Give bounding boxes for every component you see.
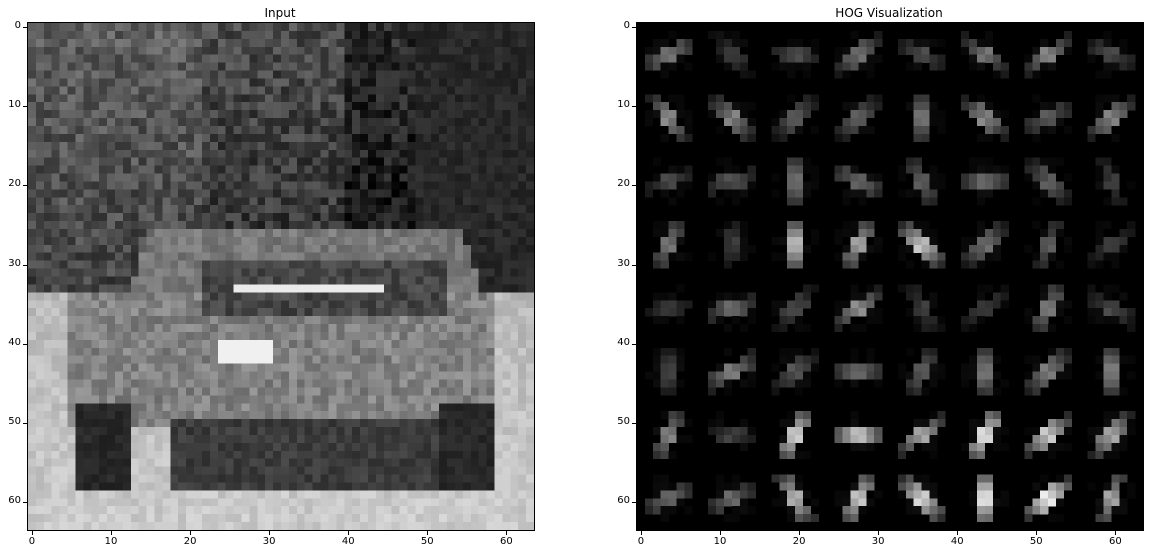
y-tick-mark bbox=[23, 423, 27, 425]
x-tick-mark bbox=[1036, 531, 1038, 535]
x-tick-label: 0 bbox=[637, 536, 645, 547]
x-tick-mark bbox=[878, 531, 880, 535]
y-tick-label: 60 bbox=[617, 495, 630, 507]
x-tick-mark bbox=[957, 531, 959, 535]
x-tick-label: 30 bbox=[262, 536, 276, 547]
x-tick-label: 30 bbox=[871, 536, 885, 547]
x-tick-label: 10 bbox=[104, 536, 118, 547]
y-tick-mark bbox=[23, 106, 27, 108]
y-tick-label: 40 bbox=[8, 336, 21, 348]
hog-title: HOG Visualization bbox=[835, 6, 943, 20]
y-tick-label: 40 bbox=[617, 336, 630, 348]
x-tick-label: 60 bbox=[1108, 536, 1122, 547]
x-tick-mark bbox=[506, 531, 508, 535]
x-tick-mark bbox=[190, 531, 192, 535]
y-tick-label: 50 bbox=[8, 416, 21, 428]
y-tick-mark bbox=[23, 264, 27, 266]
y-tick-label: 20 bbox=[8, 178, 21, 190]
y-tick-mark bbox=[23, 502, 27, 504]
y-tick-mark bbox=[632, 185, 636, 187]
y-tick-label: 50 bbox=[617, 416, 630, 428]
x-tick-label: 20 bbox=[183, 536, 197, 547]
x-tick-mark bbox=[111, 531, 113, 535]
y-tick-label: 20 bbox=[617, 178, 630, 190]
y-tick-mark bbox=[632, 106, 636, 108]
y-tick-label: 0 bbox=[14, 19, 21, 31]
y-tick-mark bbox=[23, 185, 27, 187]
y-tick-label: 30 bbox=[617, 257, 630, 269]
x-tick-label: 20 bbox=[792, 536, 806, 547]
x-tick-label: 50 bbox=[420, 536, 434, 547]
x-tick-label: 10 bbox=[713, 536, 727, 547]
y-tick-mark bbox=[632, 502, 636, 504]
x-tick-label: 0 bbox=[28, 536, 36, 547]
y-tick-mark bbox=[23, 343, 27, 345]
x-tick-mark bbox=[348, 531, 350, 535]
x-tick-mark bbox=[427, 531, 429, 535]
input-title: Input bbox=[264, 6, 296, 20]
x-tick-mark bbox=[1115, 531, 1117, 535]
input-grayscale-image bbox=[28, 23, 534, 530]
y-tick-mark bbox=[632, 343, 636, 345]
x-tick-label: 50 bbox=[1029, 536, 1043, 547]
y-tick-label: 10 bbox=[8, 99, 21, 111]
input-image-axes bbox=[27, 22, 535, 531]
x-tick-mark bbox=[720, 531, 722, 535]
x-tick-mark bbox=[799, 531, 801, 535]
x-tick-label: 40 bbox=[341, 536, 355, 547]
hog-image-axes bbox=[636, 22, 1144, 531]
y-tick-label: 0 bbox=[623, 19, 630, 31]
y-tick-mark bbox=[632, 26, 636, 28]
y-tick-label: 10 bbox=[617, 99, 630, 111]
y-tick-mark bbox=[23, 26, 27, 28]
x-tick-mark bbox=[31, 531, 33, 535]
y-tick-label: 30 bbox=[8, 257, 21, 269]
y-tick-mark bbox=[632, 264, 636, 266]
x-tick-mark bbox=[269, 531, 271, 535]
x-tick-mark bbox=[640, 531, 642, 535]
y-tick-label: 60 bbox=[8, 495, 21, 507]
x-tick-label: 40 bbox=[950, 536, 964, 547]
hog-visualization-image bbox=[637, 23, 1143, 530]
x-tick-label: 60 bbox=[499, 536, 513, 547]
y-tick-mark bbox=[632, 423, 636, 425]
